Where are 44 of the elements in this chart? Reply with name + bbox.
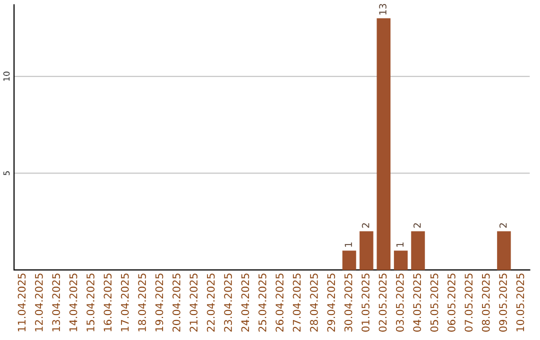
x-tick-label: 23.04.2025 [224,274,232,332]
x-tick-label: 13.04.2025 [52,274,60,332]
x-tick-label: 30.04.2025 [344,274,352,332]
data-label: 2 [499,223,507,228]
x-tick-label: 04.05.2025 [413,274,422,332]
bar [376,18,390,270]
x-tick-label: 05.05.2025 [430,274,438,332]
bar [394,250,408,270]
x-tick-label: 10.05.2025 [516,274,524,332]
data-label: 1 [396,242,404,247]
data-label: 1 [344,242,352,247]
x-tick-label: 19.04.2025 [155,274,164,332]
x-tick-label: 08.05.2025 [482,274,490,332]
y-tick-label: 10 [3,72,10,81]
x-tick-label: 15.04.2025 [86,274,94,332]
x-tick-label: 01.05.2025 [362,274,370,332]
bar [497,231,511,270]
x-tick-label: 26.04.2025 [276,274,284,332]
bar [342,250,356,270]
x-tick-label: 29.04.2025 [327,274,336,332]
x-tick-label: 18.04.2025 [138,274,146,332]
x-tick-label: 17.04.2025 [120,274,129,332]
data-label: 13 [379,4,386,14]
x-tick-label: 21.04.2025 [190,274,198,332]
bar [360,231,374,270]
x-tick-label: 22.04.2025 [206,274,215,332]
x-tick-label: 16.04.2025 [104,274,112,332]
data-label: 2 [413,223,421,228]
x-tick-label: 07.05.2025 [464,274,473,332]
x-tick-label: 06.05.2025 [448,274,456,332]
x-tick-label: 11.04.2025 [18,274,26,332]
x-tick-label: 03.05.2025 [396,274,404,332]
x-tick-label: 09.05.2025 [499,274,507,332]
y-tick-label: 5 [3,171,10,176]
x-tick-label: 25.04.2025 [258,274,266,332]
x-tick-label: 24.04.2025 [241,274,250,332]
x-tick-label: 14.04.2025 [69,274,78,332]
data-label: 2 [362,223,370,228]
x-tick-label: 02.05.2025 [378,274,387,332]
x-tick-label: 28.04.2025 [310,274,318,332]
x-tick-label: 12.04.2025 [34,274,43,332]
x-tick-label: 27.04.2025 [292,274,301,332]
x-tick-label: 20.04.2025 [172,274,180,332]
bar [411,231,425,270]
